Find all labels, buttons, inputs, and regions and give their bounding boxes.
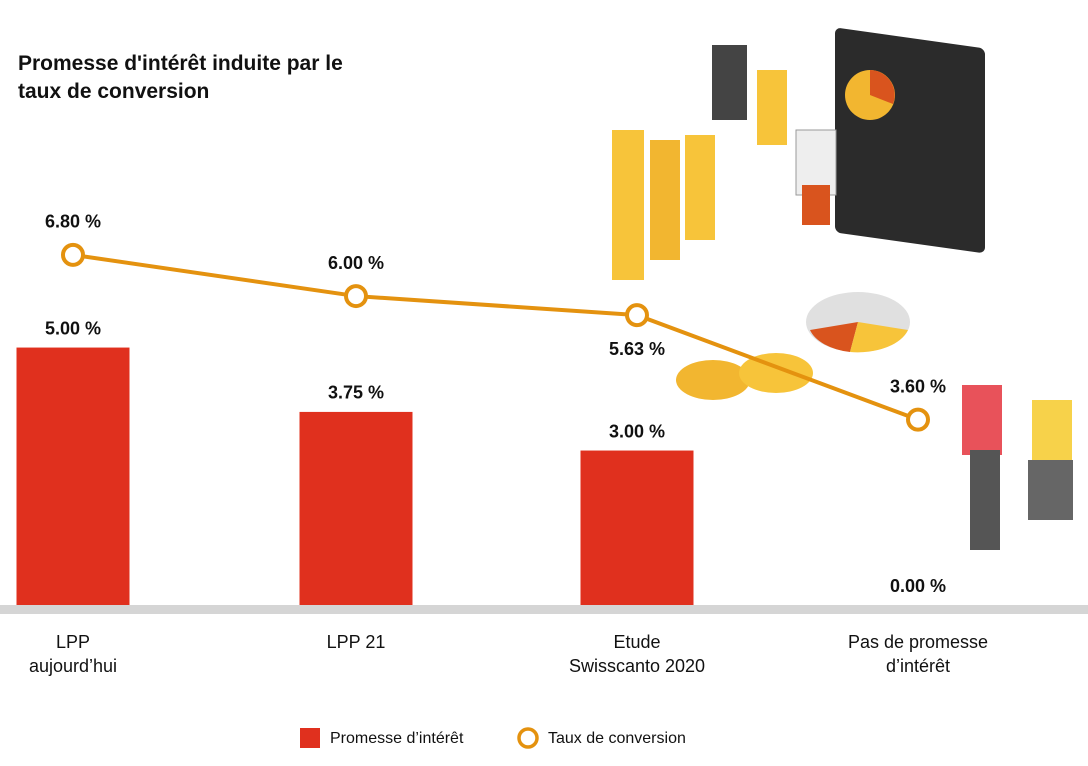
value-label: 3.75 % <box>328 383 384 403</box>
legend-item: Taux de conversion <box>517 727 686 749</box>
legend-swatch <box>517 727 539 749</box>
x-tick-label: LPP 21 <box>326 632 386 652</box>
line <box>72 252 919 422</box>
value-label: 5.63 % <box>609 339 665 359</box>
legend-item: Promesse d’intérêt <box>300 728 464 748</box>
bar <box>299 411 413 605</box>
line-point <box>61 242 85 267</box>
line-point <box>625 303 649 328</box>
bar <box>16 347 130 605</box>
value-label: 3.00 % <box>609 421 665 441</box>
baseline <box>0 605 1088 614</box>
line-point <box>344 284 368 309</box>
value-label: 3.60 % <box>890 376 946 396</box>
legend-label: Promesse d’intérêt <box>330 730 464 747</box>
value-label: 0.00 % <box>890 576 946 596</box>
value-label: 6.00 % <box>328 253 384 273</box>
legend-swatch <box>300 728 320 748</box>
bar <box>580 450 694 605</box>
illustration <box>612 28 1073 550</box>
chart-title: Promesse d'intérêt induite par le taux d… <box>18 52 343 103</box>
value-label: 6.80 % <box>45 212 101 232</box>
legend-label: Taux de conversion <box>548 730 686 747</box>
value-label: 5.00 % <box>45 318 101 338</box>
x-tick-label: Etude Swisscanto 2020 <box>568 632 706 676</box>
x-tick-label: Pas de promesse d’intérêt <box>847 632 989 676</box>
line-point <box>906 407 930 432</box>
x-tick-label: LPP aujourd’hui <box>28 632 118 676</box>
